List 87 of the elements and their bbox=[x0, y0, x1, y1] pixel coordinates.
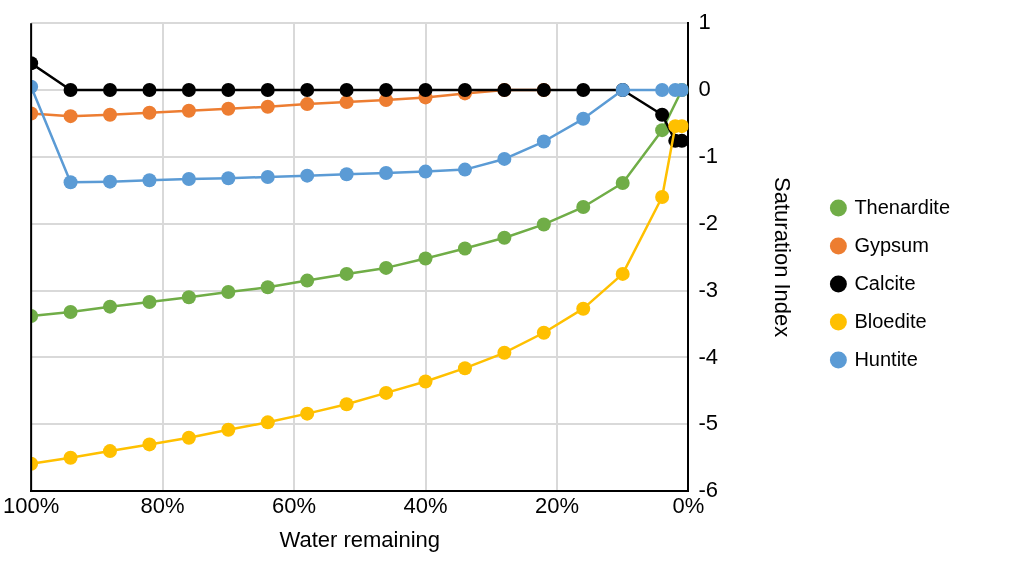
point bbox=[418, 374, 433, 389]
x-tick-label: 0% bbox=[672, 493, 705, 519]
point bbox=[655, 123, 670, 138]
point bbox=[457, 361, 472, 376]
point bbox=[221, 422, 236, 437]
point bbox=[379, 165, 394, 180]
point bbox=[142, 83, 157, 98]
point bbox=[260, 169, 275, 184]
point bbox=[142, 105, 157, 120]
point bbox=[63, 175, 78, 190]
point bbox=[536, 134, 551, 149]
point bbox=[418, 251, 433, 266]
point bbox=[221, 101, 236, 116]
x-tick-label: 20% bbox=[534, 493, 579, 519]
point bbox=[300, 97, 315, 112]
point bbox=[418, 83, 433, 98]
point bbox=[379, 385, 394, 400]
y-tick-label: -5 bbox=[698, 410, 718, 436]
point bbox=[260, 280, 275, 295]
point bbox=[655, 83, 670, 98]
point bbox=[260, 415, 275, 430]
point bbox=[63, 109, 78, 124]
point bbox=[339, 83, 354, 98]
point bbox=[300, 273, 315, 288]
x-tick-label: 80% bbox=[140, 493, 185, 519]
y-tick-label: 0 bbox=[698, 76, 711, 102]
point bbox=[576, 83, 591, 98]
point bbox=[300, 83, 315, 98]
y-axis-title: Saturation Index bbox=[770, 177, 796, 338]
legend-label: Thenardite bbox=[854, 195, 951, 218]
point bbox=[181, 171, 196, 186]
point bbox=[181, 290, 196, 305]
point bbox=[103, 107, 118, 122]
x-axis-title: Water remaining bbox=[279, 526, 441, 552]
point bbox=[181, 430, 196, 445]
point bbox=[339, 95, 354, 110]
point bbox=[576, 111, 591, 126]
point bbox=[457, 162, 472, 177]
x-tick-label: 100% bbox=[2, 493, 60, 519]
point bbox=[142, 173, 157, 188]
point bbox=[576, 200, 591, 215]
point bbox=[379, 260, 394, 275]
point bbox=[536, 325, 551, 340]
point bbox=[339, 167, 354, 182]
point bbox=[103, 299, 118, 314]
point bbox=[418, 164, 433, 179]
point bbox=[300, 406, 315, 421]
y-tick-label: -1 bbox=[698, 142, 718, 168]
y-tick-label: 1 bbox=[698, 9, 711, 35]
point bbox=[339, 397, 354, 412]
point bbox=[655, 107, 670, 122]
point bbox=[379, 83, 394, 98]
y-tick-label: -3 bbox=[698, 276, 718, 302]
y-tick-label: -2 bbox=[698, 209, 718, 235]
point bbox=[615, 266, 630, 281]
point bbox=[576, 301, 591, 316]
point bbox=[181, 83, 196, 98]
point bbox=[655, 190, 670, 205]
point bbox=[181, 103, 196, 118]
point bbox=[221, 83, 236, 98]
legend-label: Bloedite bbox=[854, 309, 927, 332]
point bbox=[221, 171, 236, 186]
point bbox=[103, 444, 118, 459]
point bbox=[103, 83, 118, 98]
point bbox=[103, 174, 118, 189]
legend-label: Huntite bbox=[854, 347, 918, 370]
point bbox=[142, 437, 157, 452]
y-tick-label: -4 bbox=[698, 343, 718, 369]
point bbox=[497, 230, 512, 245]
point bbox=[63, 83, 78, 98]
legend-label: Gypsum bbox=[854, 233, 929, 256]
point bbox=[339, 266, 354, 281]
point bbox=[63, 305, 78, 320]
legend-label: Calcite bbox=[854, 271, 916, 294]
x-tick-label: 40% bbox=[403, 493, 448, 519]
point bbox=[536, 217, 551, 232]
point bbox=[63, 450, 78, 465]
point bbox=[221, 284, 236, 299]
point bbox=[300, 168, 315, 183]
point bbox=[615, 175, 630, 190]
point bbox=[497, 345, 512, 360]
x-tick-label: 60% bbox=[272, 493, 317, 519]
point bbox=[142, 294, 157, 309]
point bbox=[457, 241, 472, 256]
point bbox=[260, 83, 275, 98]
point bbox=[497, 151, 512, 166]
point bbox=[260, 99, 275, 114]
